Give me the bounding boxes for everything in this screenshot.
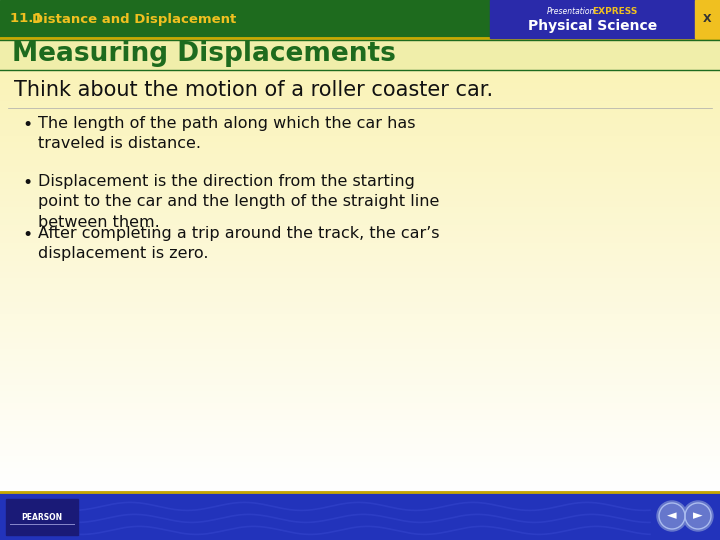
Text: ◄: ◄: [667, 510, 677, 523]
Text: Physical Science: Physical Science: [528, 19, 657, 33]
Bar: [6, 499, 78, 535]
Text: 11.1: 11.1: [10, 12, 47, 25]
Text: PEARSON: PEARSON: [22, 512, 63, 522]
Text: X: X: [703, 14, 712, 24]
Text: •: •: [22, 226, 32, 244]
Text: •: •: [22, 174, 32, 192]
Text: Presentation: Presentation: [546, 8, 595, 17]
Text: After completing a trip around the track, the car’s
displacement is zero.: After completing a trip around the track…: [38, 226, 439, 261]
Bar: [0, 0, 720, 38]
Text: ►: ►: [693, 510, 703, 523]
Circle shape: [683, 501, 713, 531]
Text: The length of the path along which the car has
traveled is distance.: The length of the path along which the c…: [38, 116, 415, 151]
Bar: [490, 0, 695, 38]
Text: Measuring Displacements: Measuring Displacements: [12, 41, 396, 67]
Circle shape: [657, 501, 687, 531]
Text: EXPRESS: EXPRESS: [592, 8, 637, 17]
Bar: [695, 0, 720, 38]
Text: •: •: [22, 116, 32, 134]
Text: Think about the motion of a roller coaster car.: Think about the motion of a roller coast…: [14, 80, 493, 100]
Text: Distance and Displacement: Distance and Displacement: [32, 12, 236, 25]
Bar: [0, 38, 720, 70]
Text: Displacement is the direction from the starting
point to the car and the length : Displacement is the direction from the s…: [38, 174, 439, 230]
Bar: [0, 492, 720, 540]
